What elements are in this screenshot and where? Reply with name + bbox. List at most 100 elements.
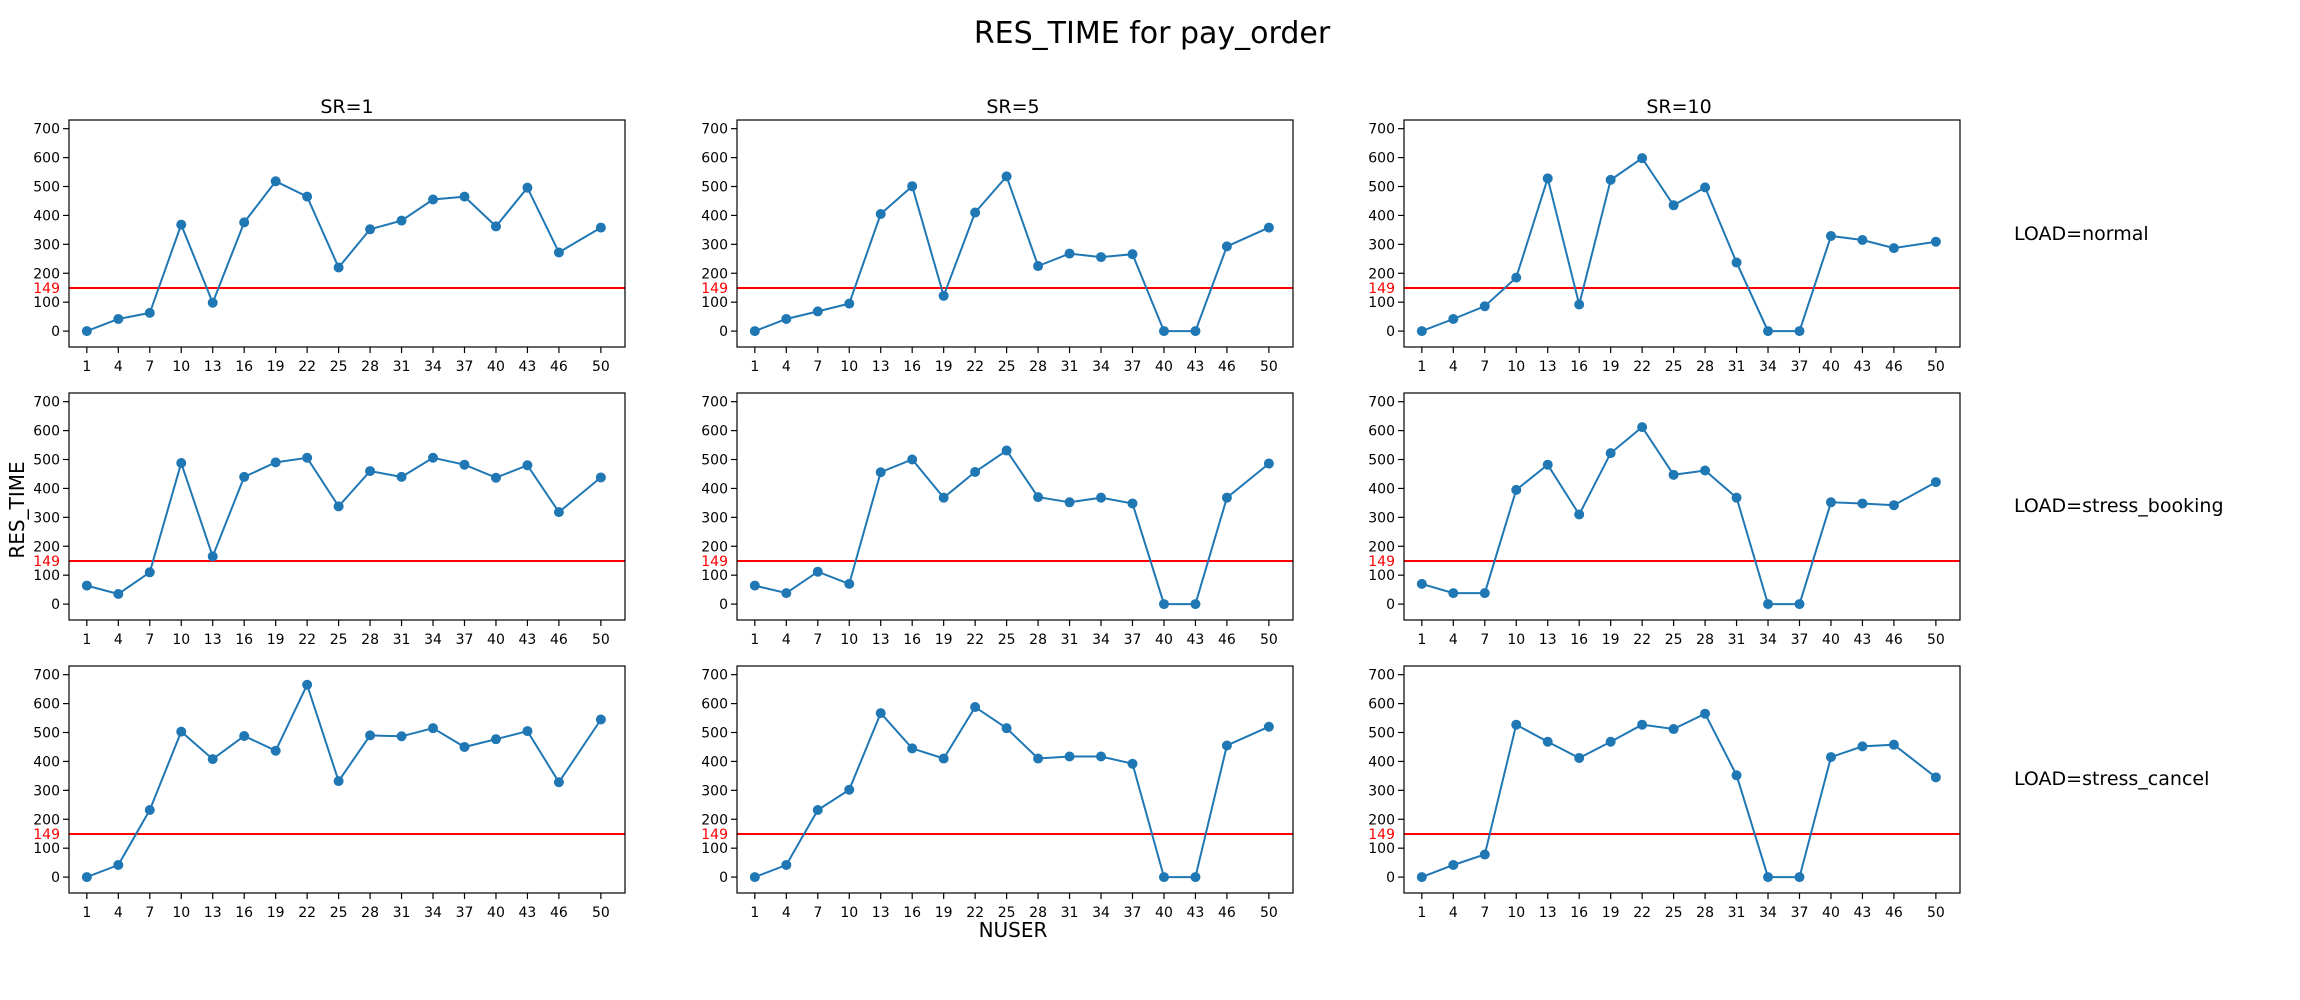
data-point xyxy=(1096,492,1107,503)
x-tick-label: 31 xyxy=(393,905,411,921)
y-tick-label: 0 xyxy=(719,870,728,886)
data-point xyxy=(1888,500,1899,511)
data-point xyxy=(207,297,218,308)
x-tick-label: 43 xyxy=(519,905,537,921)
x-tick-label: 28 xyxy=(1696,632,1714,648)
data-point xyxy=(1158,326,1169,337)
x-tick-label: 1 xyxy=(1417,632,1426,648)
data-point xyxy=(1668,724,1679,735)
x-tick-label: 50 xyxy=(1927,359,1945,375)
subplot: 0 100 200 300 400 500 600 700 1 4 7 10 13 16 19 22 25 28 3… xyxy=(1368,392,1961,648)
subplot: 0 100 200 300 400 500 600 700 1 4 7 10 13 16 19 22 25 28 3… xyxy=(1368,119,1961,375)
axes-frame xyxy=(1403,665,1961,894)
y-tick-label: 300 xyxy=(1368,783,1395,799)
x-tick-label: 25 xyxy=(998,632,1016,648)
data-point xyxy=(970,207,981,218)
subplot: 0 100 200 300 400 500 600 700 1 4 7 10 13 16 19 22 25 28 3… xyxy=(701,665,1294,921)
data-point xyxy=(1794,599,1805,610)
x-tick-label: 43 xyxy=(519,359,537,375)
data-point xyxy=(428,723,439,734)
data-point xyxy=(333,501,344,512)
y-tick-label: 400 xyxy=(701,754,728,770)
x-tick-label: 34 xyxy=(1092,632,1110,648)
row-label: LOAD=normal xyxy=(2014,223,2149,245)
data-point xyxy=(1448,588,1459,599)
y-tick-label: 400 xyxy=(1368,208,1395,224)
y-tick-label: 300 xyxy=(33,237,60,253)
data-point xyxy=(396,215,407,226)
data-point xyxy=(1127,498,1138,509)
data-point xyxy=(1700,465,1711,476)
y-tick-label: 300 xyxy=(701,510,728,526)
x-tick-label: 13 xyxy=(204,905,222,921)
y-tick-label: 600 xyxy=(1368,424,1395,440)
figure-ylabel: RES_TIME xyxy=(5,461,29,558)
data-point xyxy=(970,466,981,477)
data-point xyxy=(270,176,281,187)
series-line xyxy=(86,682,602,879)
data-point xyxy=(1731,770,1742,781)
axes-frame xyxy=(736,392,1294,621)
x-tick-label: 40 xyxy=(1822,359,1840,375)
x-tick-label: 1 xyxy=(750,359,759,375)
data-point xyxy=(365,730,376,741)
y-tick-label: 0 xyxy=(51,870,60,886)
data-point xyxy=(333,776,344,787)
x-tick-label: 7 xyxy=(1480,359,1489,375)
data-point xyxy=(1263,458,1274,469)
data-point xyxy=(1064,751,1075,762)
y-tick-label: 300 xyxy=(1368,510,1395,526)
x-tick-label: 43 xyxy=(1854,905,1872,921)
y-tick-label: 700 xyxy=(701,395,728,411)
x-tick-label: 22 xyxy=(1633,632,1651,648)
x-tick-label: 1 xyxy=(82,905,91,921)
x-tick-label: 10 xyxy=(840,905,858,921)
y-tick-label: 600 xyxy=(1368,697,1395,713)
data-point xyxy=(459,191,470,202)
threshold-label: 149 xyxy=(33,281,60,297)
data-point xyxy=(81,580,92,591)
series-line xyxy=(754,449,1270,606)
data-point xyxy=(781,859,792,870)
x-tick-label: 50 xyxy=(1927,905,1945,921)
data-point xyxy=(938,290,949,301)
x-tick-label: 46 xyxy=(1218,905,1236,921)
series-line xyxy=(754,705,1270,879)
x-tick-label: 13 xyxy=(204,632,222,648)
data-point xyxy=(459,741,470,752)
x-tick-label: 22 xyxy=(298,632,316,648)
x-tick-label: 28 xyxy=(1696,905,1714,921)
data-point xyxy=(553,777,564,788)
y-tick-label: 700 xyxy=(1368,395,1395,411)
x-tick-label: 34 xyxy=(1759,905,1777,921)
x-tick-label: 28 xyxy=(361,905,379,921)
data-point xyxy=(1794,872,1805,883)
y-tick-label: 400 xyxy=(33,754,60,770)
data-point xyxy=(113,313,124,324)
x-tick-label: 50 xyxy=(1927,632,1945,648)
subplot: 0 100 200 300 400 500 600 700 1 4 7 10 13 16 19 22 25 28 3… xyxy=(701,392,1294,648)
data-point xyxy=(1001,171,1012,182)
data-point xyxy=(1127,758,1138,769)
x-tick-label: 1 xyxy=(82,632,91,648)
x-tick-label: 25 xyxy=(998,905,1016,921)
x-tick-label: 43 xyxy=(1187,905,1205,921)
threshold-label: 149 xyxy=(701,554,728,570)
x-tick-label: 19 xyxy=(267,359,285,375)
x-tick-label: 50 xyxy=(1260,359,1278,375)
figure-xlabel: NUSER xyxy=(979,918,1048,942)
data-point xyxy=(1605,736,1616,747)
x-tick-label: 40 xyxy=(1822,632,1840,648)
y-tick-label: 500 xyxy=(33,726,60,742)
subplot: 0 100 200 300 400 500 600 700 1 4 7 10 13 16 19 22 25 28 3… xyxy=(33,392,626,648)
x-tick-label: 10 xyxy=(840,359,858,375)
y-tick-label: 600 xyxy=(701,697,728,713)
data-point xyxy=(1574,299,1585,310)
data-point xyxy=(396,471,407,482)
x-tick-label: 10 xyxy=(1507,632,1525,648)
data-point xyxy=(938,753,949,764)
y-tick-label: 300 xyxy=(33,783,60,799)
x-tick-label: 31 xyxy=(1061,905,1079,921)
y-tick-label: 700 xyxy=(701,668,728,684)
data-point xyxy=(1637,719,1648,730)
